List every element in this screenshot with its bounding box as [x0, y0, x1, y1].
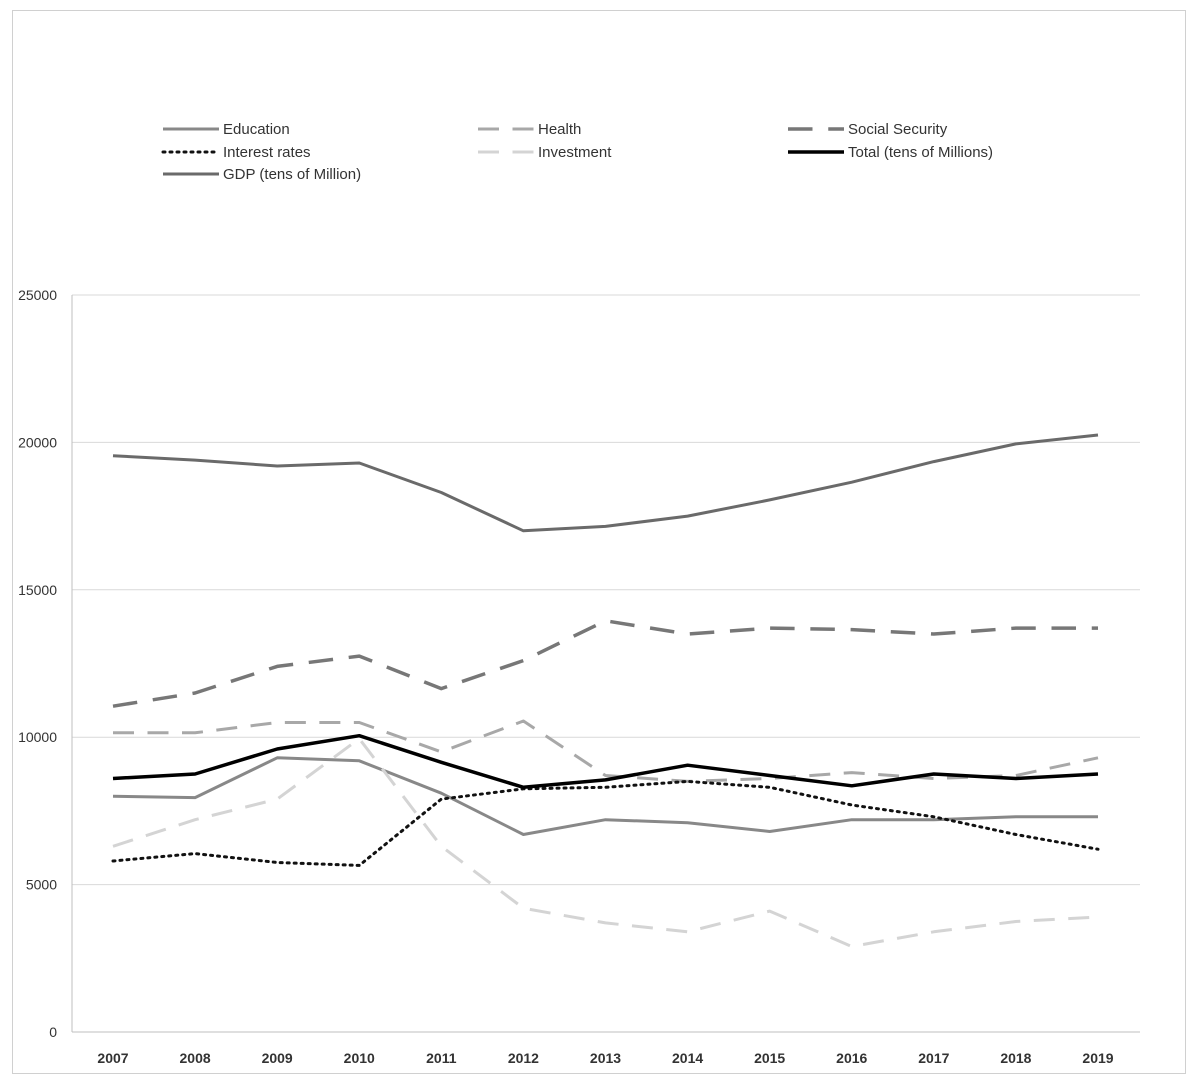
y-tick-label: 25000	[18, 287, 57, 303]
series-line-education	[112, 756, 1098, 836]
x-tick-labels: 2007 2008 2009 2010 2011 2012 2013 2014 2015 2016…	[97, 1050, 1113, 1066]
x-tick-label: 2018	[1000, 1050, 1031, 1066]
y-tick-label: 10000	[18, 729, 57, 745]
legend-label: Education	[223, 121, 290, 138]
series-line-interest-rates	[111, 779, 1100, 867]
x-tick-label: 2014	[672, 1050, 703, 1066]
y-tick-labels: 0 5000 10000 15000 20000 25000	[18, 287, 57, 1040]
legend-item-health: Health	[478, 121, 581, 138]
legend-label: Social Security	[848, 121, 948, 138]
x-tick-label: 2011	[426, 1050, 457, 1066]
legend-label: Total (tens of Millions)	[848, 144, 993, 161]
y-tick-label: 15000	[18, 582, 57, 598]
legend-item-social-security: Social Security	[788, 121, 948, 138]
series-line-total-tens-of-millions	[112, 733, 1099, 790]
legend-item-interest-rates: Interest rates	[161, 144, 311, 161]
legend-label: Interest rates	[223, 144, 311, 161]
axes	[71, 295, 1140, 1033]
y-tick-label: 0	[49, 1024, 57, 1040]
x-tick-label: 2010	[344, 1050, 375, 1066]
legend-label: Health	[538, 121, 581, 138]
series-line-social-security	[112, 619, 1098, 708]
y-tick-label: 5000	[26, 877, 57, 893]
series-line-health	[113, 719, 1099, 783]
x-tick-label: 2008	[180, 1050, 211, 1066]
legend-label: Investment	[538, 144, 612, 161]
x-tick-label: 2015	[754, 1050, 785, 1066]
x-tick-label: 2009	[262, 1050, 293, 1066]
series-lines	[111, 433, 1100, 948]
x-tick-label: 2012	[508, 1050, 539, 1066]
legend-item-investment: Investment	[478, 144, 612, 161]
legend-label: GDP (tens of Million)	[223, 166, 361, 183]
legend-item-education: Education	[163, 121, 290, 138]
series-line-investment	[112, 737, 1099, 948]
x-tick-label: 2013	[590, 1050, 621, 1066]
x-tick-label: 2017	[918, 1050, 949, 1066]
series-line-gdp-tens-of-million	[112, 433, 1099, 533]
x-tick-label: 2007	[97, 1050, 128, 1066]
x-tick-label: 2016	[836, 1050, 867, 1066]
y-tick-label: 20000	[18, 434, 57, 450]
legend-item-gdp-tens-of-million: GDP (tens of Million)	[163, 166, 361, 183]
legend-item-total-tens-of-millions: Total (tens of Millions)	[788, 144, 993, 161]
legend: Education Health Social Security Interest r…	[161, 121, 993, 183]
x-tick-label: 2019	[1082, 1050, 1113, 1066]
chart-frame	[12, 10, 1186, 1074]
grid-lines	[72, 294, 1140, 886]
